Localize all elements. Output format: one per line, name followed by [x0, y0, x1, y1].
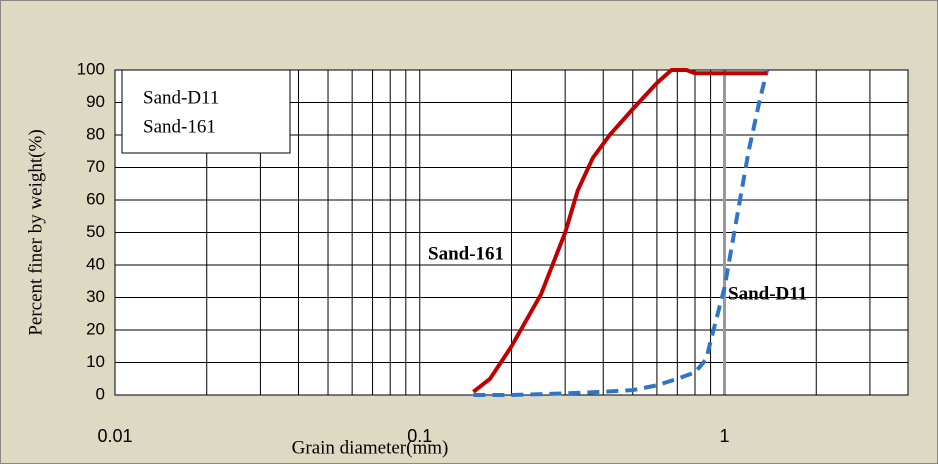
y-tick-label: 0	[96, 384, 105, 403]
y-tick-label: 50	[86, 222, 105, 241]
x-tick-label: 0.01	[97, 426, 132, 446]
y-tick-label: 100	[77, 59, 105, 78]
y-tick-label: 70	[86, 157, 105, 176]
y-tick-label: 30	[86, 287, 105, 306]
annotation: Sand-D11	[728, 283, 807, 304]
y-tick-label: 40	[86, 254, 105, 273]
legend-entry: Sand-D11	[143, 87, 219, 108]
legend-entry: Sand-161	[143, 116, 216, 137]
y-tick-label: 20	[86, 319, 105, 338]
data-line	[473, 69, 770, 397]
y-tick-label: 80	[86, 124, 105, 143]
x-tick-label: 1	[720, 426, 730, 446]
y-tick-label: 10	[86, 352, 105, 371]
y-axis-label: Percent finer by weight(%)	[25, 129, 46, 335]
y-tick-label: 90	[86, 92, 105, 111]
x-axis-label: Grain diameter(mm)	[292, 437, 449, 458]
data-line	[472, 68, 768, 394]
annotation: Sand-161	[428, 243, 504, 264]
legend-box	[121, 69, 291, 154]
y-tick-label: 60	[86, 189, 105, 208]
x-tick-label: 0.1	[407, 426, 432, 446]
